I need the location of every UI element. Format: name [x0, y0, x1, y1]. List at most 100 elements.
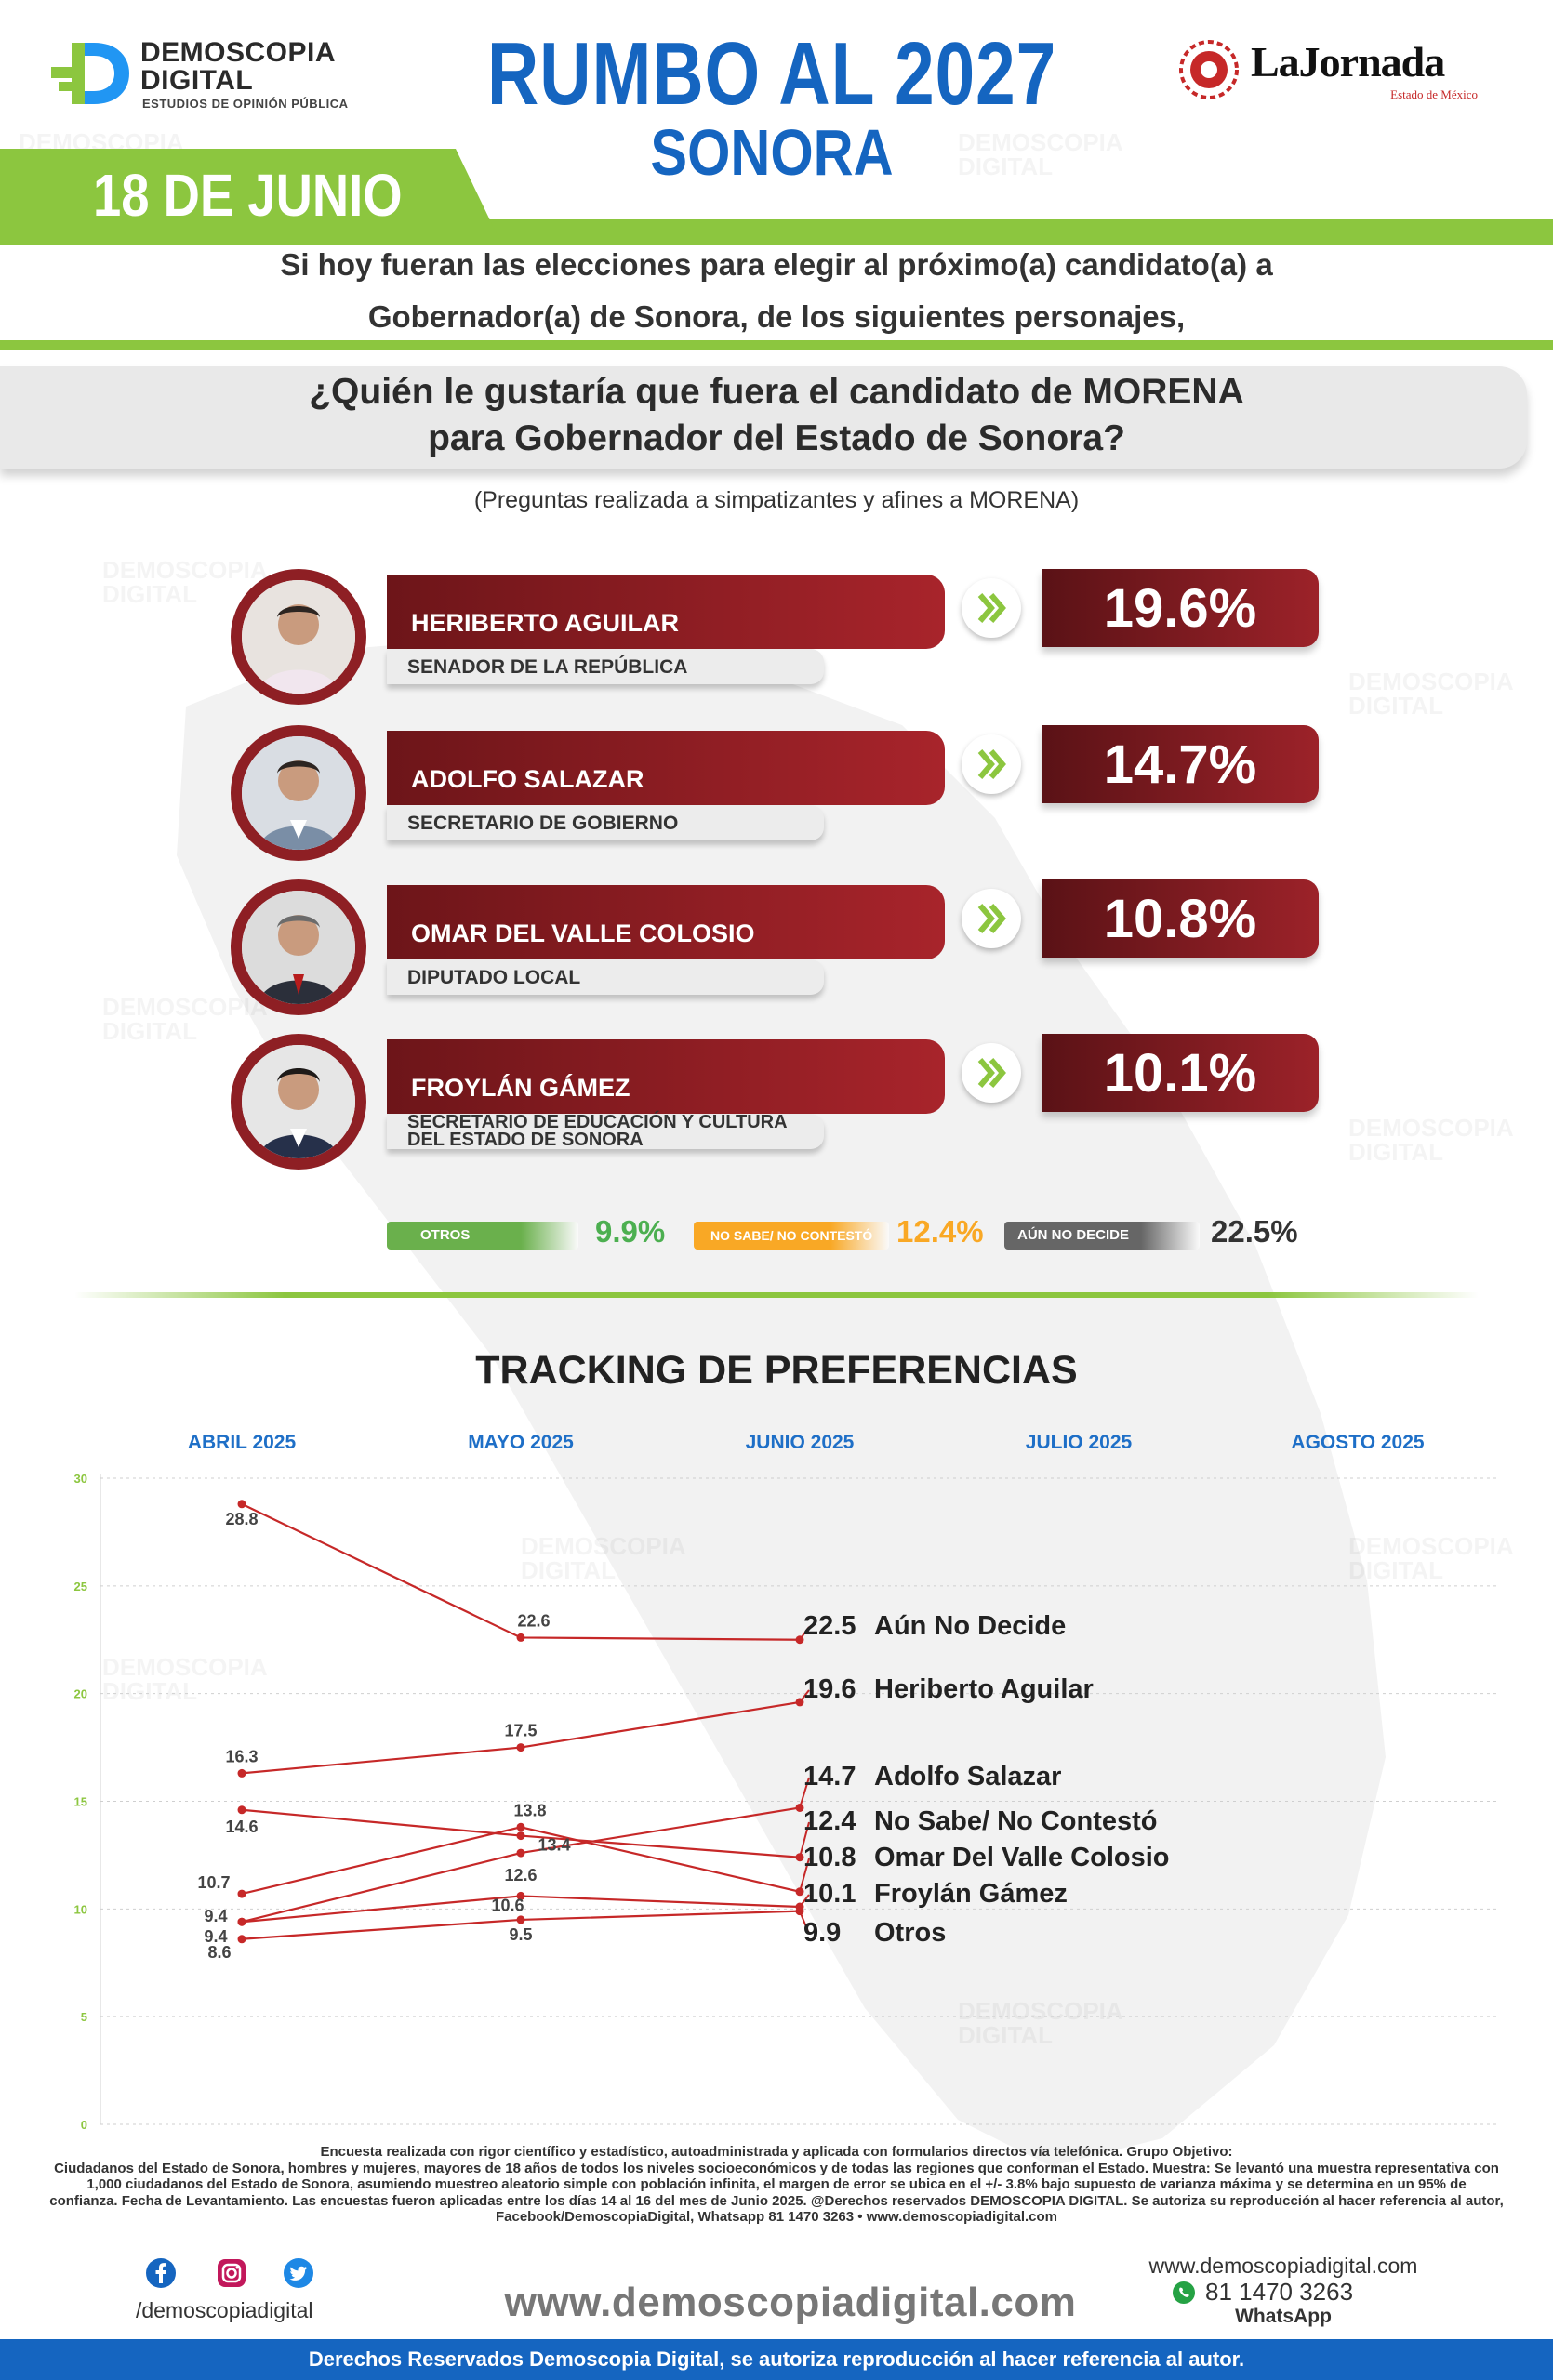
logo-line3: ESTUDIOS DE OPINIÓN PÚBLICA — [142, 97, 349, 111]
person-icon — [242, 736, 355, 850]
double-chevron-icon — [962, 734, 1021, 794]
facebook-icon[interactable] — [145, 2257, 177, 2289]
person-icon — [242, 1045, 355, 1158]
leader-line — [799, 1777, 810, 1808]
end-value-label: 22.5 — [803, 1611, 856, 1641]
leader-line — [799, 1689, 810, 1703]
date-tab — [0, 149, 502, 245]
others-value: 9.9% — [595, 1214, 666, 1249]
candidate-row: ADOLFO SALAZAR SECRETARIO DE GOBIERNO 14… — [231, 725, 1328, 865]
x-month-label: ABRIL 2025 — [188, 1432, 297, 1453]
data-point — [516, 1831, 525, 1841]
candidate-role-line2: DEL ESTADO DE SONORA — [407, 1130, 644, 1150]
candidate-percentage: 19.6% — [1042, 569, 1319, 647]
y-tick-label: 15 — [74, 1795, 87, 1809]
data-label: 16.3 — [225, 1747, 258, 1765]
data-label: 13.8 — [513, 1801, 546, 1819]
rights-bar: Derechos Reservados Demoscopia Digital, … — [0, 2339, 1553, 2380]
section-divider — [74, 1292, 1479, 1298]
y-tick-label: 25 — [74, 1580, 87, 1593]
end-value-label: 14.7 — [803, 1762, 856, 1792]
series-name-label: Aún No Decide — [874, 1611, 1066, 1641]
social-handle: /demoscopiadigital — [136, 2298, 313, 2322]
leader-line — [799, 1911, 810, 1935]
leader-line — [799, 1626, 810, 1641]
data-point — [516, 1743, 525, 1752]
candidate-percentage: 10.8% — [1042, 879, 1319, 958]
y-tick-label: 5 — [81, 2010, 87, 2024]
contact-whatsapp-label: WhatsApp — [1235, 2306, 1332, 2327]
question-line-2: para Gobernador del Estado de Sonora? — [428, 418, 1125, 458]
data-point — [237, 1805, 246, 1815]
double-chevron-icon — [962, 578, 1021, 638]
candidate-photo — [231, 569, 366, 705]
y-tick-label: 10 — [74, 1902, 87, 1916]
candidate-name: OMAR DEL VALLE COLOSIO — [387, 885, 945, 959]
twitter-icon[interactable] — [283, 2257, 314, 2289]
series-name-label: Otros — [874, 1918, 946, 1948]
series-name-label: Heriberto Aguilar — [874, 1674, 1094, 1704]
instagram-icon[interactable] — [216, 2257, 247, 2289]
candidate-role: SENADOR DE LA REPÚBLICA — [387, 649, 824, 684]
data-label: 9.4 — [204, 1907, 227, 1925]
data-point — [516, 1915, 525, 1924]
double-chevron-icon — [962, 1043, 1021, 1103]
demoscopia-d-icon — [51, 43, 129, 104]
x-month-label: MAYO 2025 — [468, 1432, 574, 1453]
methodology-note: Encuesta realizada con rigor científico … — [28, 2144, 1525, 2226]
data-label: 10.7 — [197, 1873, 230, 1892]
others-badge: OTROS — [387, 1222, 578, 1250]
website-url[interactable]: www.demoscopiadigital.com — [504, 2280, 1077, 2325]
person-icon — [242, 891, 355, 1004]
page-title: RUMBO AL 2027 — [486, 24, 1057, 124]
candidate-name: ADOLFO SALAZAR — [387, 731, 945, 805]
data-label: 8.6 — [207, 1943, 231, 1962]
data-point — [237, 1768, 246, 1778]
data-point — [237, 1935, 246, 1944]
logo-line2: DIGITAL — [140, 65, 254, 96]
contact-url[interactable]: www.demoscopiadigital.com — [1148, 2254, 1418, 2278]
series-name-label: No Sabe/ No Contestó — [874, 1806, 1158, 1836]
partner-sub: Estado de México — [1390, 87, 1478, 101]
social-icons — [139, 2257, 325, 2294]
end-value-label: 10.8 — [803, 1843, 856, 1872]
intro-line-1: Si hoy fueran las elecciones para elegir… — [280, 247, 1273, 282]
question-note: (Preguntas realizada a simpatizantes y a… — [473, 487, 1080, 513]
candidate-name: FROYLÁN GÁMEZ — [387, 1039, 945, 1114]
y-tick-label: 20 — [74, 1687, 87, 1701]
data-point — [237, 1500, 246, 1509]
end-value-label: 12.4 — [803, 1806, 856, 1836]
candidate-name: HERIBERTO AGUILAR — [387, 575, 945, 649]
tracking-title: TRACKING DE PREFERENCIAS — [475, 1348, 1078, 1393]
candidate-role: DIPUTADO LOCAL — [387, 959, 824, 995]
aun-no-decide-badge: AÚN NO DECIDE — [1004, 1222, 1200, 1250]
data-point — [795, 1853, 804, 1862]
x-month-label: JULIO 2025 — [1026, 1432, 1133, 1453]
chart-data-labels: 28.8 22.6 16.3 17.5 9.4 12.6 14.6 13.4 10.7 13.8 9… — [197, 1510, 1169, 1962]
y-tick-label: 0 — [81, 2118, 87, 2132]
aun-no-decide-value: 22.5% — [1211, 1214, 1298, 1249]
data-label: 14.6 — [225, 1818, 258, 1836]
double-chevron-icon — [962, 889, 1021, 948]
data-point — [237, 1917, 246, 1926]
methodology-line: Ciudadanos del Estado de Sonora, hombres… — [54, 2160, 1499, 2176]
data-label: 22.6 — [517, 1611, 550, 1630]
page-subtitle-state: SONORA — [650, 116, 894, 189]
tracking-line-chart: 0 5 10 15 20 25 30 ABRIL 2025 MAYO 2025 JUNIO 20… — [74, 1432, 1497, 2132]
partner-name: LaJornada — [1251, 38, 1445, 86]
y-tick-label: 30 — [74, 1472, 87, 1486]
data-label: 10.6 — [491, 1896, 524, 1914]
contact-phone: 81 1470 3263 — [1205, 2278, 1354, 2306]
candidate-percentage: 14.7% — [1042, 725, 1319, 803]
end-value-label: 9.9 — [803, 1918, 841, 1948]
intro-line-2: Gobernador(a) de Sonora, de los siguient… — [367, 299, 1186, 334]
whatsapp-icon — [1173, 2281, 1195, 2304]
candidate-photo — [231, 1034, 366, 1170]
data-point — [237, 1889, 246, 1898]
candidate-row: HERIBERTO AGUILAR SENADOR DE LA REPÚBLIC… — [231, 569, 1328, 708]
